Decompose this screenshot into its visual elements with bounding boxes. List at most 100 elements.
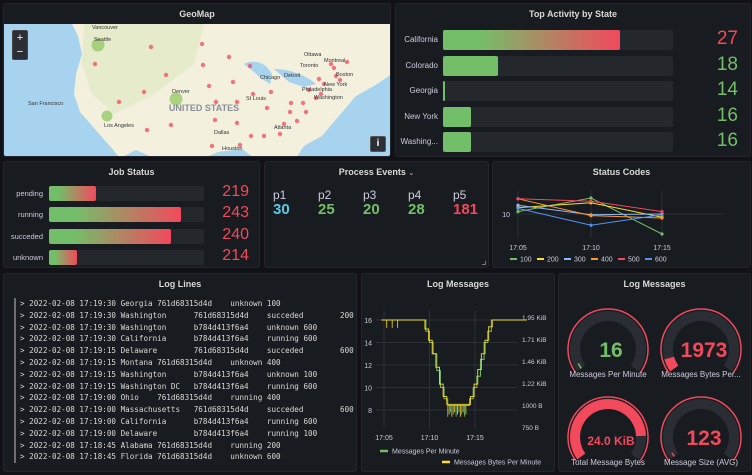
map-marker[interactable] — [316, 76, 322, 82]
legend-label[interactable]: 300 — [574, 257, 586, 264]
state-bar — [443, 81, 673, 102]
map-marker[interactable] — [212, 117, 218, 123]
map-marker[interactable] — [247, 63, 253, 69]
map-marker[interactable] — [277, 131, 283, 137]
legend-label[interactable]: 400 — [601, 257, 613, 264]
zoom-in-button[interactable]: + — [16, 32, 24, 44]
map-marker[interactable] — [261, 133, 267, 139]
map-marker[interactable] — [344, 59, 350, 65]
map-marker[interactable] — [264, 105, 270, 111]
log-line[interactable]: > 2022-02-08 17:18:45 Alabama 761d68315d… — [14, 439, 354, 452]
map-marker[interactable] — [288, 100, 294, 106]
legend-label[interactable]: 500 — [628, 257, 640, 264]
map-marker[interactable] — [234, 120, 240, 126]
log-messages-chart[interactable]: 16 14 12 10 8 1.95 KiB 1.71 KiB 1.46 KiB 1.22 Ki… — [362, 274, 555, 472]
gauge-value: 24.0 KiB — [587, 434, 635, 448]
map-marker[interactable] — [281, 121, 287, 127]
state-value: 16 — [716, 130, 738, 152]
map-marker[interactable] — [168, 122, 174, 128]
job-status-label: running — [17, 210, 43, 220]
map-marker[interactable] — [148, 44, 154, 50]
map-marker[interactable] — [303, 109, 309, 115]
map-marker[interactable] — [294, 118, 300, 124]
gauge-track — [570, 311, 646, 372]
map-marker[interactable] — [200, 62, 206, 68]
zoom-out-button[interactable]: − — [16, 46, 24, 58]
map-marker[interactable] — [250, 91, 256, 97]
city-label: Houston — [222, 146, 243, 152]
gauge-value: 1973 — [681, 339, 728, 362]
map-marker[interactable] — [328, 61, 334, 67]
log-line[interactable]: > 2022-02-08 17:19:00 California b784d41… — [14, 415, 354, 428]
map-marker[interactable] — [199, 41, 205, 47]
legend-label[interactable]: 600 — [655, 257, 667, 264]
country-label: UNITED STATES — [169, 103, 239, 113]
map-marker[interactable] — [141, 89, 147, 95]
map-marker[interactable] — [313, 95, 319, 101]
log-line[interactable]: > 2022-02-08 17:19:00 Massachusetts 761d… — [14, 404, 354, 416]
legend-label[interactable]: 100 — [520, 257, 532, 264]
job-status-value: 243 — [222, 204, 249, 222]
log-line[interactable]: > 2022-02-08 17:19:00 Ohio 761d68315d4d … — [14, 392, 354, 405]
status-codes-chart[interactable]: 17:05 17:10 17:15 10 100 200 300 400 500 600 — [493, 162, 751, 268]
y-left-tick-label: 14 — [364, 341, 372, 348]
y-tick-label: 10 — [502, 212, 510, 219]
map-marker[interactable] — [337, 77, 343, 83]
resize-handle-icon[interactable] — [482, 261, 486, 265]
map-marker[interactable] — [237, 142, 243, 148]
gauge-label: Message Size (AVG) — [664, 458, 738, 467]
map-marker[interactable] — [163, 72, 169, 78]
log-line[interactable]: > 2022-02-08 17:19:30 Washington b784d41… — [14, 321, 354, 334]
info-button[interactable]: i — [370, 136, 386, 152]
log-line[interactable]: > 2022-02-08 17:18:45 Florida 761d68315d… — [14, 451, 354, 464]
map-marker[interactable] — [300, 100, 306, 106]
process-stat: p1 30 — [273, 188, 290, 218]
geomap-panel: GeoMap UNITED STATES Vancouver Seattle San… — [3, 3, 391, 157]
log-line[interactable]: > 2022-02-08 17:19:15 Montana 761d68315d… — [14, 356, 354, 369]
map-marker[interactable] — [206, 83, 212, 89]
log-line[interactable]: > 2022-02-08 17:19:30 California b784d41… — [14, 333, 354, 346]
map-marker[interactable] — [333, 73, 339, 79]
map-marker-large[interactable] — [91, 38, 105, 52]
gauge-fill — [577, 363, 582, 369]
data-point — [589, 199, 593, 203]
log-list[interactable]: > 2022-02-08 17:19:30 Georgia 761d68315d… — [14, 298, 354, 464]
map-marker[interactable] — [144, 127, 150, 133]
log-line[interactable]: > 2022-02-08 17:19:00 Delaware b784d413f… — [14, 427, 354, 440]
map-marker[interactable] — [92, 61, 98, 67]
map[interactable]: UNITED STATES Vancouver Seattle San Franci… — [4, 24, 391, 157]
city-label: Washington — [314, 95, 343, 101]
log-line[interactable]: > 2022-02-08 17:19:15 Washington DC b784… — [14, 380, 354, 393]
map-marker[interactable] — [248, 133, 254, 139]
map-marker[interactable] — [331, 65, 337, 71]
map-marker[interactable] — [306, 87, 312, 93]
y-left-tick-label: 12 — [364, 363, 372, 370]
state-bar-fill — [443, 106, 471, 127]
log-line[interactable]: > 2022-02-08 17:19:30 Washington 761d683… — [14, 309, 354, 322]
map-marker[interactable] — [321, 81, 327, 87]
mountain-region — [82, 24, 204, 114]
process-name: p2 — [318, 188, 332, 202]
map-marker[interactable] — [213, 99, 219, 105]
map-marker[interactable] — [268, 89, 274, 95]
legend-label[interactable]: 200 — [547, 257, 559, 264]
map-marker-large[interactable] — [101, 110, 113, 122]
map-marker-large[interactable] — [169, 92, 183, 106]
map-marker[interactable] — [287, 109, 293, 115]
map-marker[interactable] — [116, 99, 122, 105]
legend-label[interactable]: Messages Per Minute — [392, 449, 460, 456]
process-stat: p3 20 — [363, 188, 380, 218]
map-marker[interactable] — [209, 143, 215, 149]
map-marker[interactable] — [234, 99, 240, 105]
log-line[interactable]: > 2022-02-08 17:19:15 Delaware 761d68315… — [14, 345, 354, 357]
chevron-down-icon[interactable]: ⌄ — [408, 170, 415, 177]
log-line[interactable]: > 2022-02-08 17:19:15 Washington b784d41… — [14, 368, 354, 381]
map-marker[interactable] — [318, 91, 324, 97]
map-marker[interactable] — [226, 54, 232, 60]
panel-title: Log Lines — [158, 279, 202, 289]
map-marker[interactable] — [230, 79, 236, 85]
log-line[interactable]: > 2022-02-08 17:19:30 Georgia 761d68315d… — [14, 298, 354, 310]
legend-label[interactable]: Messages Bytes Per Minute — [454, 460, 541, 467]
state-bar — [443, 106, 673, 127]
panel-title[interactable]: Process Events ⌄ — [265, 167, 488, 177]
